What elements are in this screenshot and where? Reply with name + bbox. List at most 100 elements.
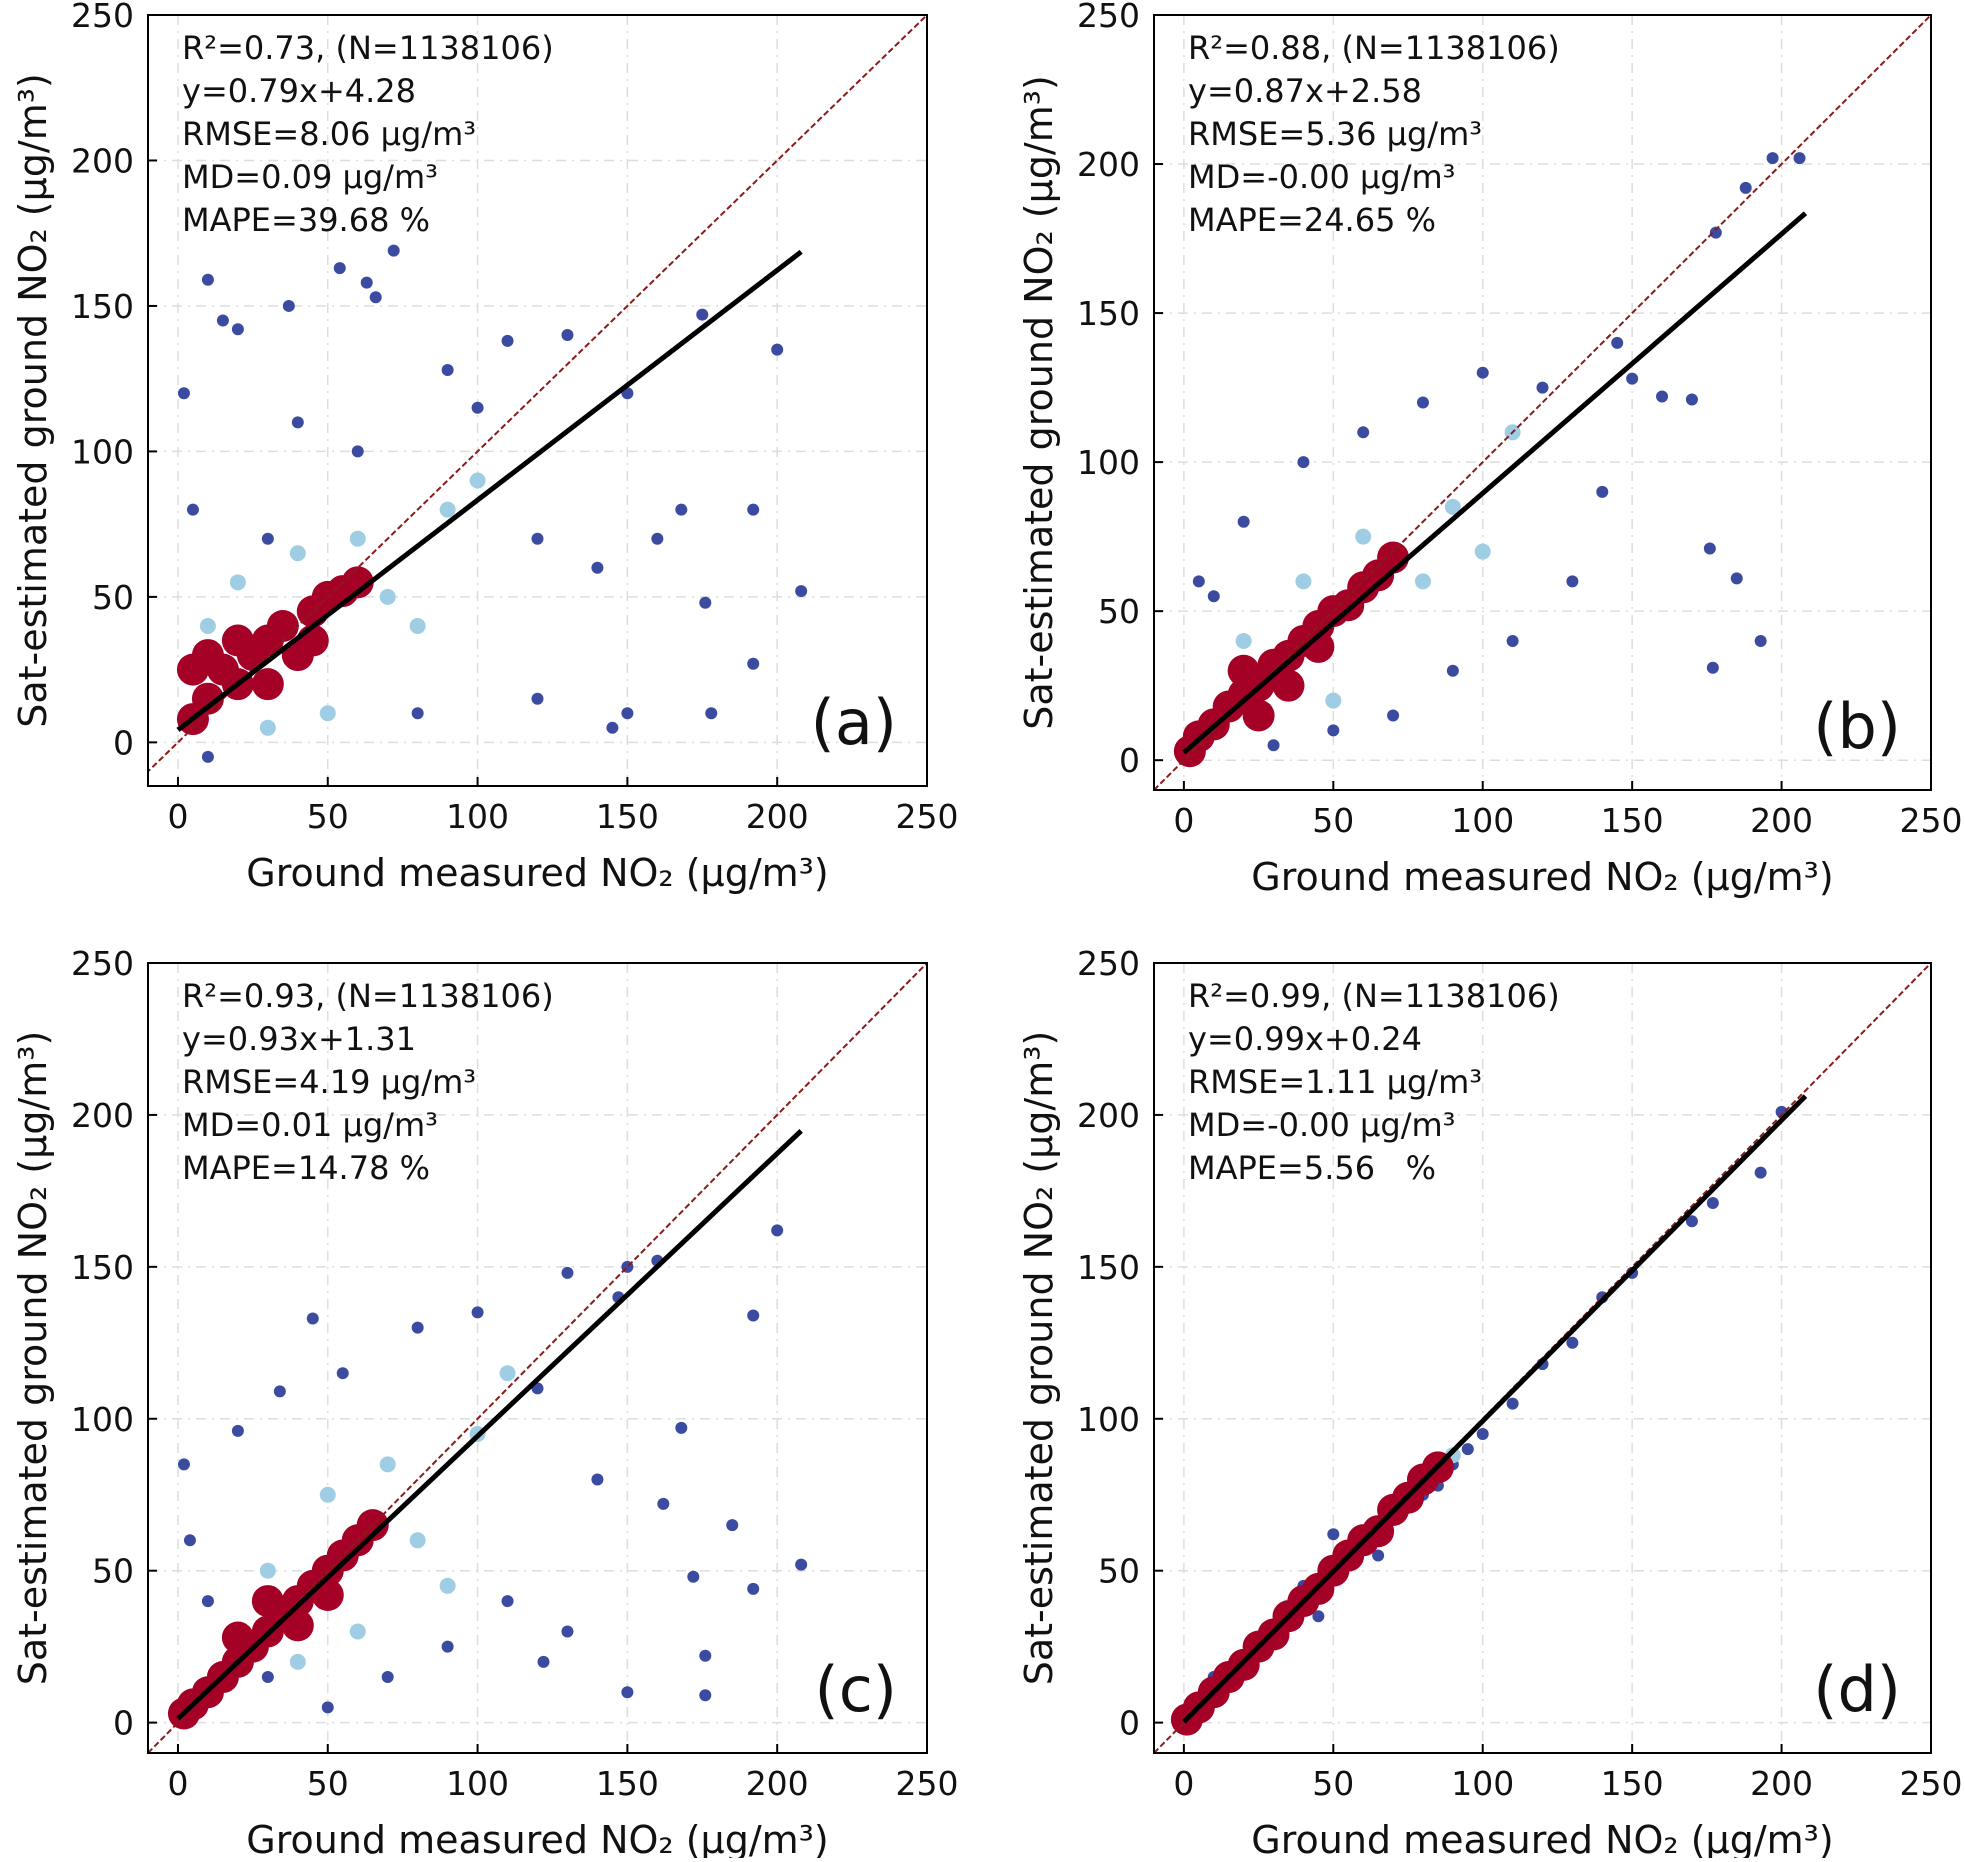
point xyxy=(651,532,664,545)
x-tick-label: 0 xyxy=(1173,801,1194,840)
point xyxy=(1444,498,1461,515)
point xyxy=(199,617,216,634)
point xyxy=(1739,181,1752,194)
point xyxy=(561,329,574,342)
point xyxy=(1325,692,1342,709)
y-tick-label: 50 xyxy=(92,578,134,617)
point xyxy=(1566,575,1579,588)
point xyxy=(289,1653,306,1670)
point xyxy=(333,262,346,275)
point xyxy=(1566,1336,1579,1349)
point xyxy=(1272,669,1305,702)
y-tick-label: 0 xyxy=(113,1704,134,1743)
one-to-one-line xyxy=(148,15,927,773)
point xyxy=(675,1421,688,1434)
point xyxy=(409,617,426,634)
point xyxy=(606,721,619,734)
point xyxy=(231,1424,244,1437)
point xyxy=(281,1609,314,1642)
point xyxy=(501,334,514,347)
point xyxy=(1611,336,1624,349)
annotation: RMSE=8.06 μg/m³ xyxy=(182,115,476,153)
point xyxy=(259,1562,276,1579)
point xyxy=(259,719,276,736)
point xyxy=(261,1671,274,1684)
annotation: MAPE=24.65 % xyxy=(1188,201,1436,239)
point xyxy=(441,363,454,376)
point xyxy=(1446,664,1459,677)
point xyxy=(229,574,246,591)
y-tick-label: 0 xyxy=(113,723,134,762)
fit-line xyxy=(176,249,803,732)
fit-line xyxy=(176,1129,803,1721)
point xyxy=(411,707,424,720)
panel-label: (d) xyxy=(1813,1653,1901,1726)
point xyxy=(1754,634,1767,647)
plot-frame xyxy=(147,14,928,787)
point xyxy=(319,705,336,722)
annotation: y=0.79x+4.28 xyxy=(182,72,416,110)
x-tick-label: 100 xyxy=(1451,801,1514,840)
point xyxy=(1754,1166,1767,1179)
point xyxy=(675,503,688,516)
x-axis-label: Ground measured NO₂ (μg/m³) xyxy=(246,851,828,895)
y-tick-label: 150 xyxy=(1077,294,1140,333)
point xyxy=(1327,1528,1340,1541)
y-tick-label: 0 xyxy=(1119,1704,1140,1743)
points xyxy=(148,963,927,1753)
point xyxy=(1387,709,1400,722)
x-tick-label: 250 xyxy=(1900,801,1963,840)
point xyxy=(1416,396,1429,409)
point xyxy=(221,624,254,657)
point xyxy=(439,1577,456,1594)
panel: 0 50 100 150 200 250 0 50 100 150 200 250 R²=0.93, (… xyxy=(11,944,959,1862)
point xyxy=(319,1486,336,1503)
fit-line xyxy=(1182,1094,1808,1724)
point xyxy=(411,1321,424,1334)
point xyxy=(369,291,382,304)
annotation: y=0.87x+2.58 xyxy=(1188,72,1422,110)
x-tick-label: 50 xyxy=(307,1764,349,1803)
point xyxy=(381,1671,394,1684)
x-tick-label: 50 xyxy=(307,797,349,836)
y-tick-label: 100 xyxy=(1077,443,1140,482)
y-tick-label: 150 xyxy=(71,1248,134,1287)
panel-label: (c) xyxy=(815,1653,897,1726)
x-tick-label: 150 xyxy=(596,797,659,836)
point xyxy=(747,657,760,670)
point xyxy=(387,244,400,257)
point xyxy=(1685,393,1698,406)
point xyxy=(221,1621,254,1654)
x-tick-label: 250 xyxy=(896,1764,959,1803)
point xyxy=(1626,372,1639,385)
point xyxy=(1536,381,1549,394)
x-tick-label: 250 xyxy=(896,797,959,836)
point xyxy=(177,387,190,400)
y-axis-label: Sat-estimated ground NO₂ (μg/m³) xyxy=(1017,1031,1061,1686)
point xyxy=(251,1585,284,1618)
x-axis-label: Ground measured NO₂ (μg/m³) xyxy=(1251,855,1833,899)
point xyxy=(360,276,373,289)
point xyxy=(1506,634,1519,647)
point xyxy=(747,503,760,516)
y-tick-label: 200 xyxy=(1077,145,1140,184)
point xyxy=(1355,528,1372,545)
x-tick-label: 0 xyxy=(1173,1764,1194,1803)
y-tick-label: 200 xyxy=(71,1096,134,1135)
y-axis-label: Sat-estimated ground NO₂ (μg/m³) xyxy=(11,1031,55,1686)
point xyxy=(1474,543,1491,560)
point xyxy=(1192,575,1205,588)
point xyxy=(1312,1610,1325,1623)
point xyxy=(441,1640,454,1653)
point xyxy=(1295,573,1312,590)
y-axis-label: Sat-estimated ground NO₂ (μg/m³) xyxy=(1017,75,1061,730)
point xyxy=(1706,1197,1719,1210)
point xyxy=(705,707,718,720)
point xyxy=(1703,542,1716,555)
points xyxy=(1154,15,1931,790)
y-tick-label: 200 xyxy=(71,141,134,180)
annotation: MAPE=14.78 % xyxy=(182,1149,430,1187)
annotation: RMSE=4.19 μg/m³ xyxy=(182,1063,476,1101)
point xyxy=(1656,390,1669,403)
point xyxy=(1730,572,1743,585)
